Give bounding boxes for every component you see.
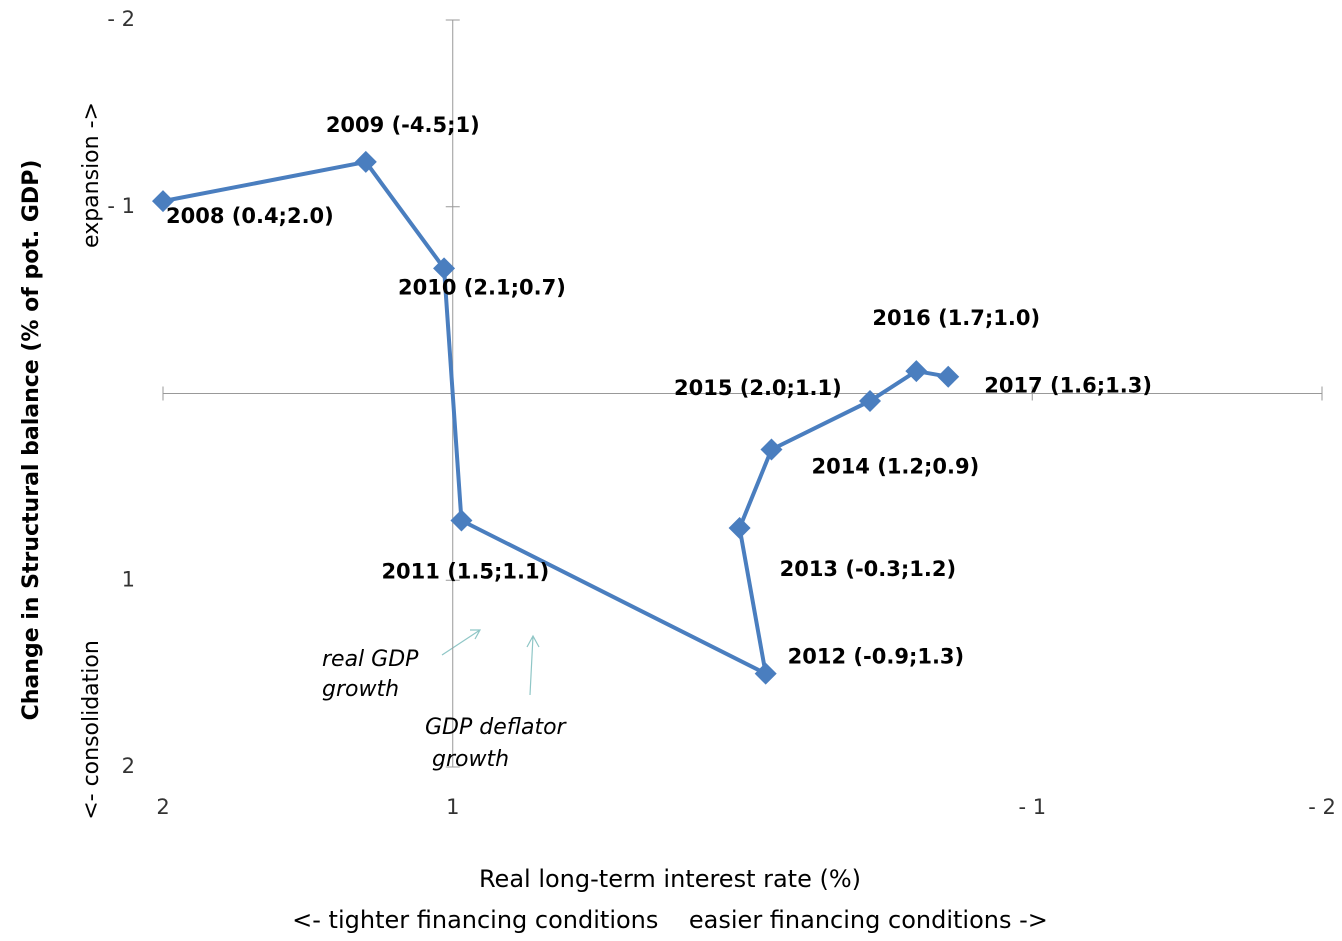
point [858, 389, 881, 412]
point [937, 365, 960, 388]
point-label: 2017 (1.6;1.3) [984, 374, 1152, 398]
point [728, 516, 751, 539]
x-tick-label: - 1 [1018, 795, 1046, 819]
point-label: 2010 (2.1;0.7) [398, 275, 566, 299]
annotation: real GDP [322, 647, 419, 672]
annotation-arrows [441, 629, 540, 696]
point-label: 2008 (0.4;2.0) [166, 204, 334, 228]
y-title: Change in Structural balance (% of pot. … [19, 160, 44, 721]
x-tick-label: - 2 [1308, 795, 1336, 819]
point [433, 257, 456, 280]
point-label: 2016 (1.7;1.0) [872, 306, 1040, 330]
point [450, 509, 473, 532]
point-label: 2009 (-4.5;1) [326, 113, 480, 137]
annotation: growth [432, 747, 509, 772]
x-tick-label: 2 [156, 795, 169, 819]
annotation: growth [322, 677, 399, 702]
y-tick-label: - 1 [107, 194, 135, 218]
point [152, 190, 174, 213]
x-subtitle: <- tighter financing conditions easier f… [292, 906, 1048, 934]
point [354, 150, 377, 173]
point-label: 2014 (1.2;0.9) [811, 455, 979, 479]
x-tick-label: 1 [446, 795, 459, 819]
point [754, 662, 777, 685]
series-line [162, 159, 949, 678]
point-label: 2013 (-0.3;1.2) [780, 557, 956, 581]
point-label: 2011 (1.5;1.1) [381, 559, 549, 583]
point-label: 2012 (-0.9;1.3) [788, 645, 964, 669]
x-title: Real long-term interest rate (%) [479, 865, 861, 893]
y-tick-label: - 2 [107, 7, 135, 31]
point [760, 438, 783, 461]
annotation: GDP deflator [425, 715, 568, 740]
point-label: 2015 (2.0;1.1) [674, 376, 842, 400]
y-tick-label: 2 [122, 754, 135, 778]
y-label-bottom: <- consolidation [79, 640, 104, 820]
y-label-top: expansion -> [79, 102, 104, 248]
point [905, 360, 928, 383]
y-tick-label: 1 [122, 567, 135, 591]
